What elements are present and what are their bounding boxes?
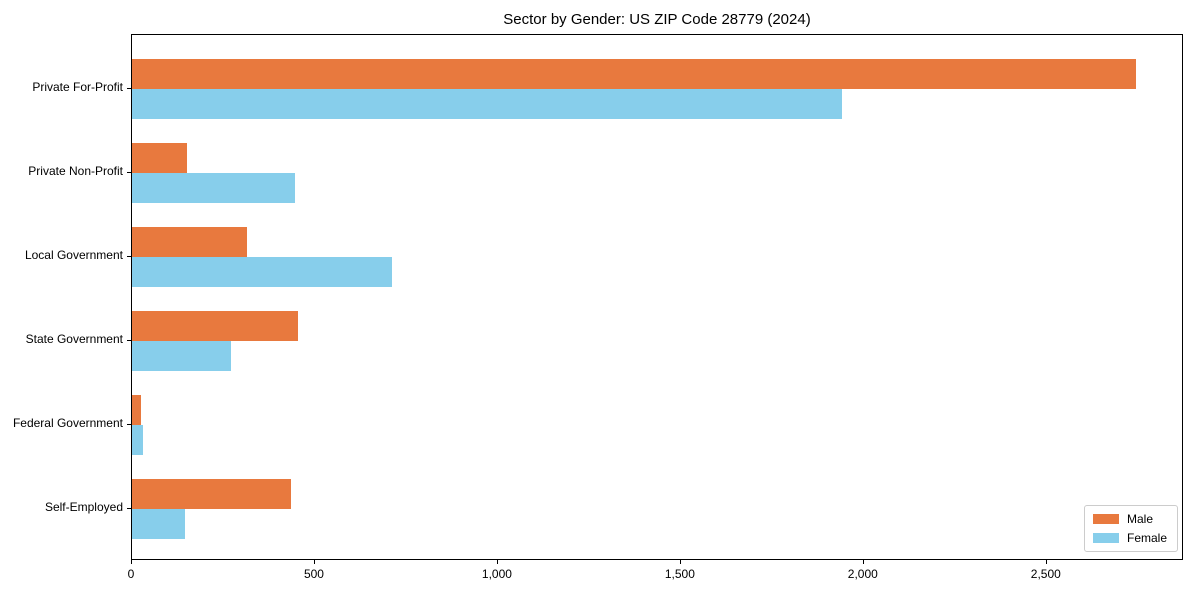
- x-tick-label: 1,000: [481, 567, 512, 581]
- x-tick-mark: [862, 560, 864, 564]
- legend-swatch-male: [1092, 514, 1119, 524]
- legend-entry-male: Male: [1092, 512, 1167, 526]
- legend-label: Male: [1126, 512, 1153, 526]
- x-tick-label: 2,000: [847, 567, 878, 581]
- legend-entry-female: Female: [1092, 531, 1167, 545]
- y-tick-label: Local Government: [24, 248, 123, 262]
- bar-female: [132, 341, 231, 371]
- x-tick-mark: [131, 560, 132, 564]
- bar-male: [132, 143, 187, 173]
- bar-male: [132, 479, 291, 509]
- bar-female: [132, 173, 295, 203]
- bar-female: [132, 509, 185, 539]
- legend-label: Female: [1126, 531, 1167, 545]
- x-tick-mark: [1045, 560, 1047, 564]
- y-tick-mark: [127, 88, 131, 89]
- y-tick-mark: [127, 256, 131, 257]
- y-tick-label: Private Non-Profit: [28, 164, 123, 178]
- bar-male: [132, 227, 247, 257]
- x-tick-label: 1,500: [664, 567, 695, 581]
- y-tick-label: Self-Employed: [44, 500, 123, 514]
- y-tick-label: State Government: [25, 332, 123, 346]
- legend: Male Female: [1083, 505, 1178, 552]
- y-tick-label: Federal Government: [12, 416, 123, 430]
- chart-title: Sector by Gender: US ZIP Code 28779 (202…: [503, 11, 811, 28]
- y-tick-mark: [127, 508, 131, 509]
- x-tick-mark: [679, 560, 681, 564]
- y-tick-label: Private For-Profit: [32, 80, 123, 94]
- bar-male: [132, 59, 1136, 89]
- bar-female: [132, 257, 392, 287]
- legend-swatch-female: [1092, 533, 1119, 543]
- x-tick-label: 0: [127, 567, 135, 581]
- bar-male: [132, 311, 298, 341]
- x-tick-mark: [496, 560, 498, 564]
- y-tick-mark: [127, 172, 131, 173]
- x-tick-label: 2,500: [1030, 567, 1061, 581]
- bar-male: [132, 395, 141, 425]
- plot-area: Male Female: [131, 34, 1183, 560]
- y-tick-mark: [127, 424, 131, 425]
- bar-female: [132, 425, 143, 455]
- x-tick-label: 500: [303, 567, 324, 581]
- bar-female: [132, 89, 842, 119]
- y-tick-mark: [127, 340, 131, 341]
- x-tick-mark: [313, 560, 315, 564]
